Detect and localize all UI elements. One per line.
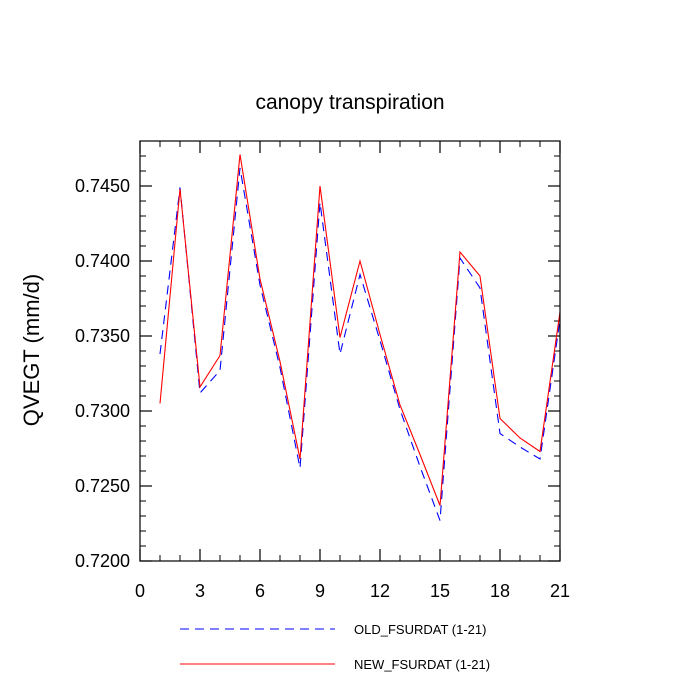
y-tick-label: 0.7300 bbox=[75, 401, 130, 421]
y-tick-label: 0.7250 bbox=[75, 476, 130, 496]
x-tick-label: 9 bbox=[315, 581, 325, 601]
chart-title: canopy transpiration bbox=[255, 91, 444, 114]
y-tick-label: 0.7450 bbox=[75, 176, 130, 196]
series-lines bbox=[159, 154, 561, 521]
x-tick-label: 18 bbox=[490, 581, 510, 601]
legend-label: NEW_FSURDAT (1-21) bbox=[354, 657, 490, 672]
x-tick-label: 3 bbox=[195, 581, 205, 601]
x-tick-label: 0 bbox=[135, 581, 145, 601]
x-tick-label: 12 bbox=[370, 581, 390, 601]
x-tick-label: 21 bbox=[550, 581, 570, 601]
x-tick-label: 15 bbox=[430, 581, 450, 601]
series-line-1 bbox=[159, 167, 561, 521]
series-line-2 bbox=[159, 154, 561, 506]
y-tick-label: 0.7400 bbox=[75, 251, 130, 271]
y-tick-label: 0.7200 bbox=[75, 551, 130, 571]
tick-labels: 0 3 6 9 12 15 18 21 0.7200 0.7250 0.7300 0.7350 0.74… bbox=[75, 176, 570, 601]
y-tick-label: 0.7350 bbox=[75, 326, 130, 346]
legend-label: OLD_FSURDAT (1-21) bbox=[354, 622, 486, 637]
plot-frame bbox=[139, 140, 561, 562]
legend: OLD_FSURDAT (1-21) NEW_FSURDAT (1-21) bbox=[180, 622, 490, 672]
axis-ticks bbox=[139, 140, 561, 562]
y-axis-label: QVEGT (mm/d) bbox=[19, 274, 44, 426]
x-tick-label: 6 bbox=[255, 581, 265, 601]
